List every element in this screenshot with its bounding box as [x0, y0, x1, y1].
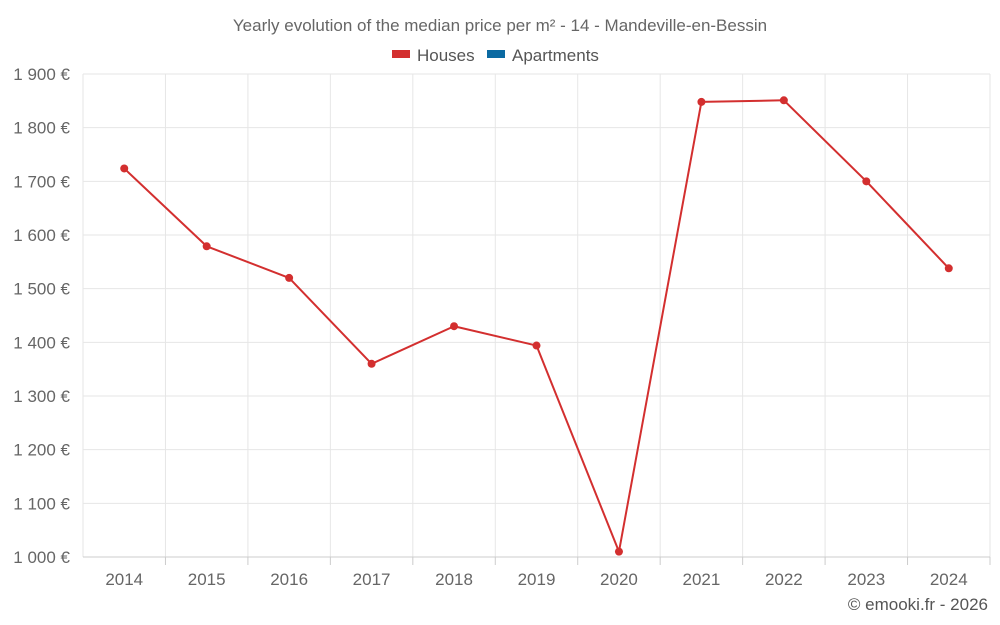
y-tick-label: 1 100 €	[13, 494, 70, 513]
legend-item-apartments[interactable]: Apartments	[487, 46, 599, 65]
data-point-houses-2017[interactable]	[367, 359, 376, 368]
x-tick-label: 2023	[847, 570, 885, 589]
data-point-houses-2021[interactable]	[697, 97, 706, 106]
y-axis: 1 000 € 1 100 € 1 200 € 1 300 € 1 400 € 1 500…	[13, 65, 70, 567]
credit-text: © emooki.fr - 2026	[848, 595, 988, 614]
data-point-houses-2015[interactable]	[202, 242, 211, 251]
x-tick-label: 2021	[682, 570, 720, 589]
y-tick-label: 1 800 €	[13, 119, 70, 138]
y-tick-label: 1 300 €	[13, 387, 70, 406]
grid	[82, 73, 991, 557]
y-tick-label: 1 400 €	[13, 333, 70, 352]
chart-title: Yearly evolution of the median price per…	[233, 16, 767, 35]
x-tick-label: 2020	[600, 570, 638, 589]
legend: Houses Apartments	[392, 46, 599, 65]
y-tick-label: 1 700 €	[13, 172, 70, 191]
data-point-houses-2014[interactable]	[120, 164, 129, 173]
y-tick-label: 1 000 €	[13, 548, 70, 567]
y-tick-label: 1 600 €	[13, 226, 70, 245]
x-tick-label: 2016	[270, 570, 308, 589]
series-houses	[120, 96, 953, 556]
x-tick-label: 2019	[518, 570, 556, 589]
legend-item-houses[interactable]: Houses	[392, 46, 475, 65]
x-tick-label: 2022	[765, 570, 803, 589]
data-point-houses-2020[interactable]	[614, 547, 623, 556]
data-point-houses-2022[interactable]	[779, 96, 788, 105]
data-point-houses-2023[interactable]	[862, 177, 871, 186]
y-tick-label: 1 200 €	[13, 441, 70, 460]
x-tick-label: 2015	[188, 570, 226, 589]
data-point-houses-2018[interactable]	[450, 322, 459, 331]
x-tick-label: 2014	[105, 570, 143, 589]
legend-label-houses: Houses	[417, 46, 475, 65]
legend-label-apartments: Apartments	[512, 46, 599, 65]
y-tick-label: 1 900 €	[13, 65, 70, 84]
data-point-houses-2019[interactable]	[532, 341, 541, 350]
legend-swatch-apartments	[487, 50, 505, 58]
x-tick-label: 2018	[435, 570, 473, 589]
y-tick-label: 1 500 €	[13, 280, 70, 299]
data-point-houses-2016[interactable]	[285, 273, 294, 282]
data-point-houses-2024[interactable]	[944, 264, 953, 273]
x-tick-label: 2017	[353, 570, 391, 589]
legend-swatch-houses	[392, 50, 410, 58]
x-tick-label: 2024	[930, 570, 968, 589]
x-axis: 2014 2015 2016 2017 2018 2019 2020 2021 2022 2023…	[83, 556, 991, 589]
